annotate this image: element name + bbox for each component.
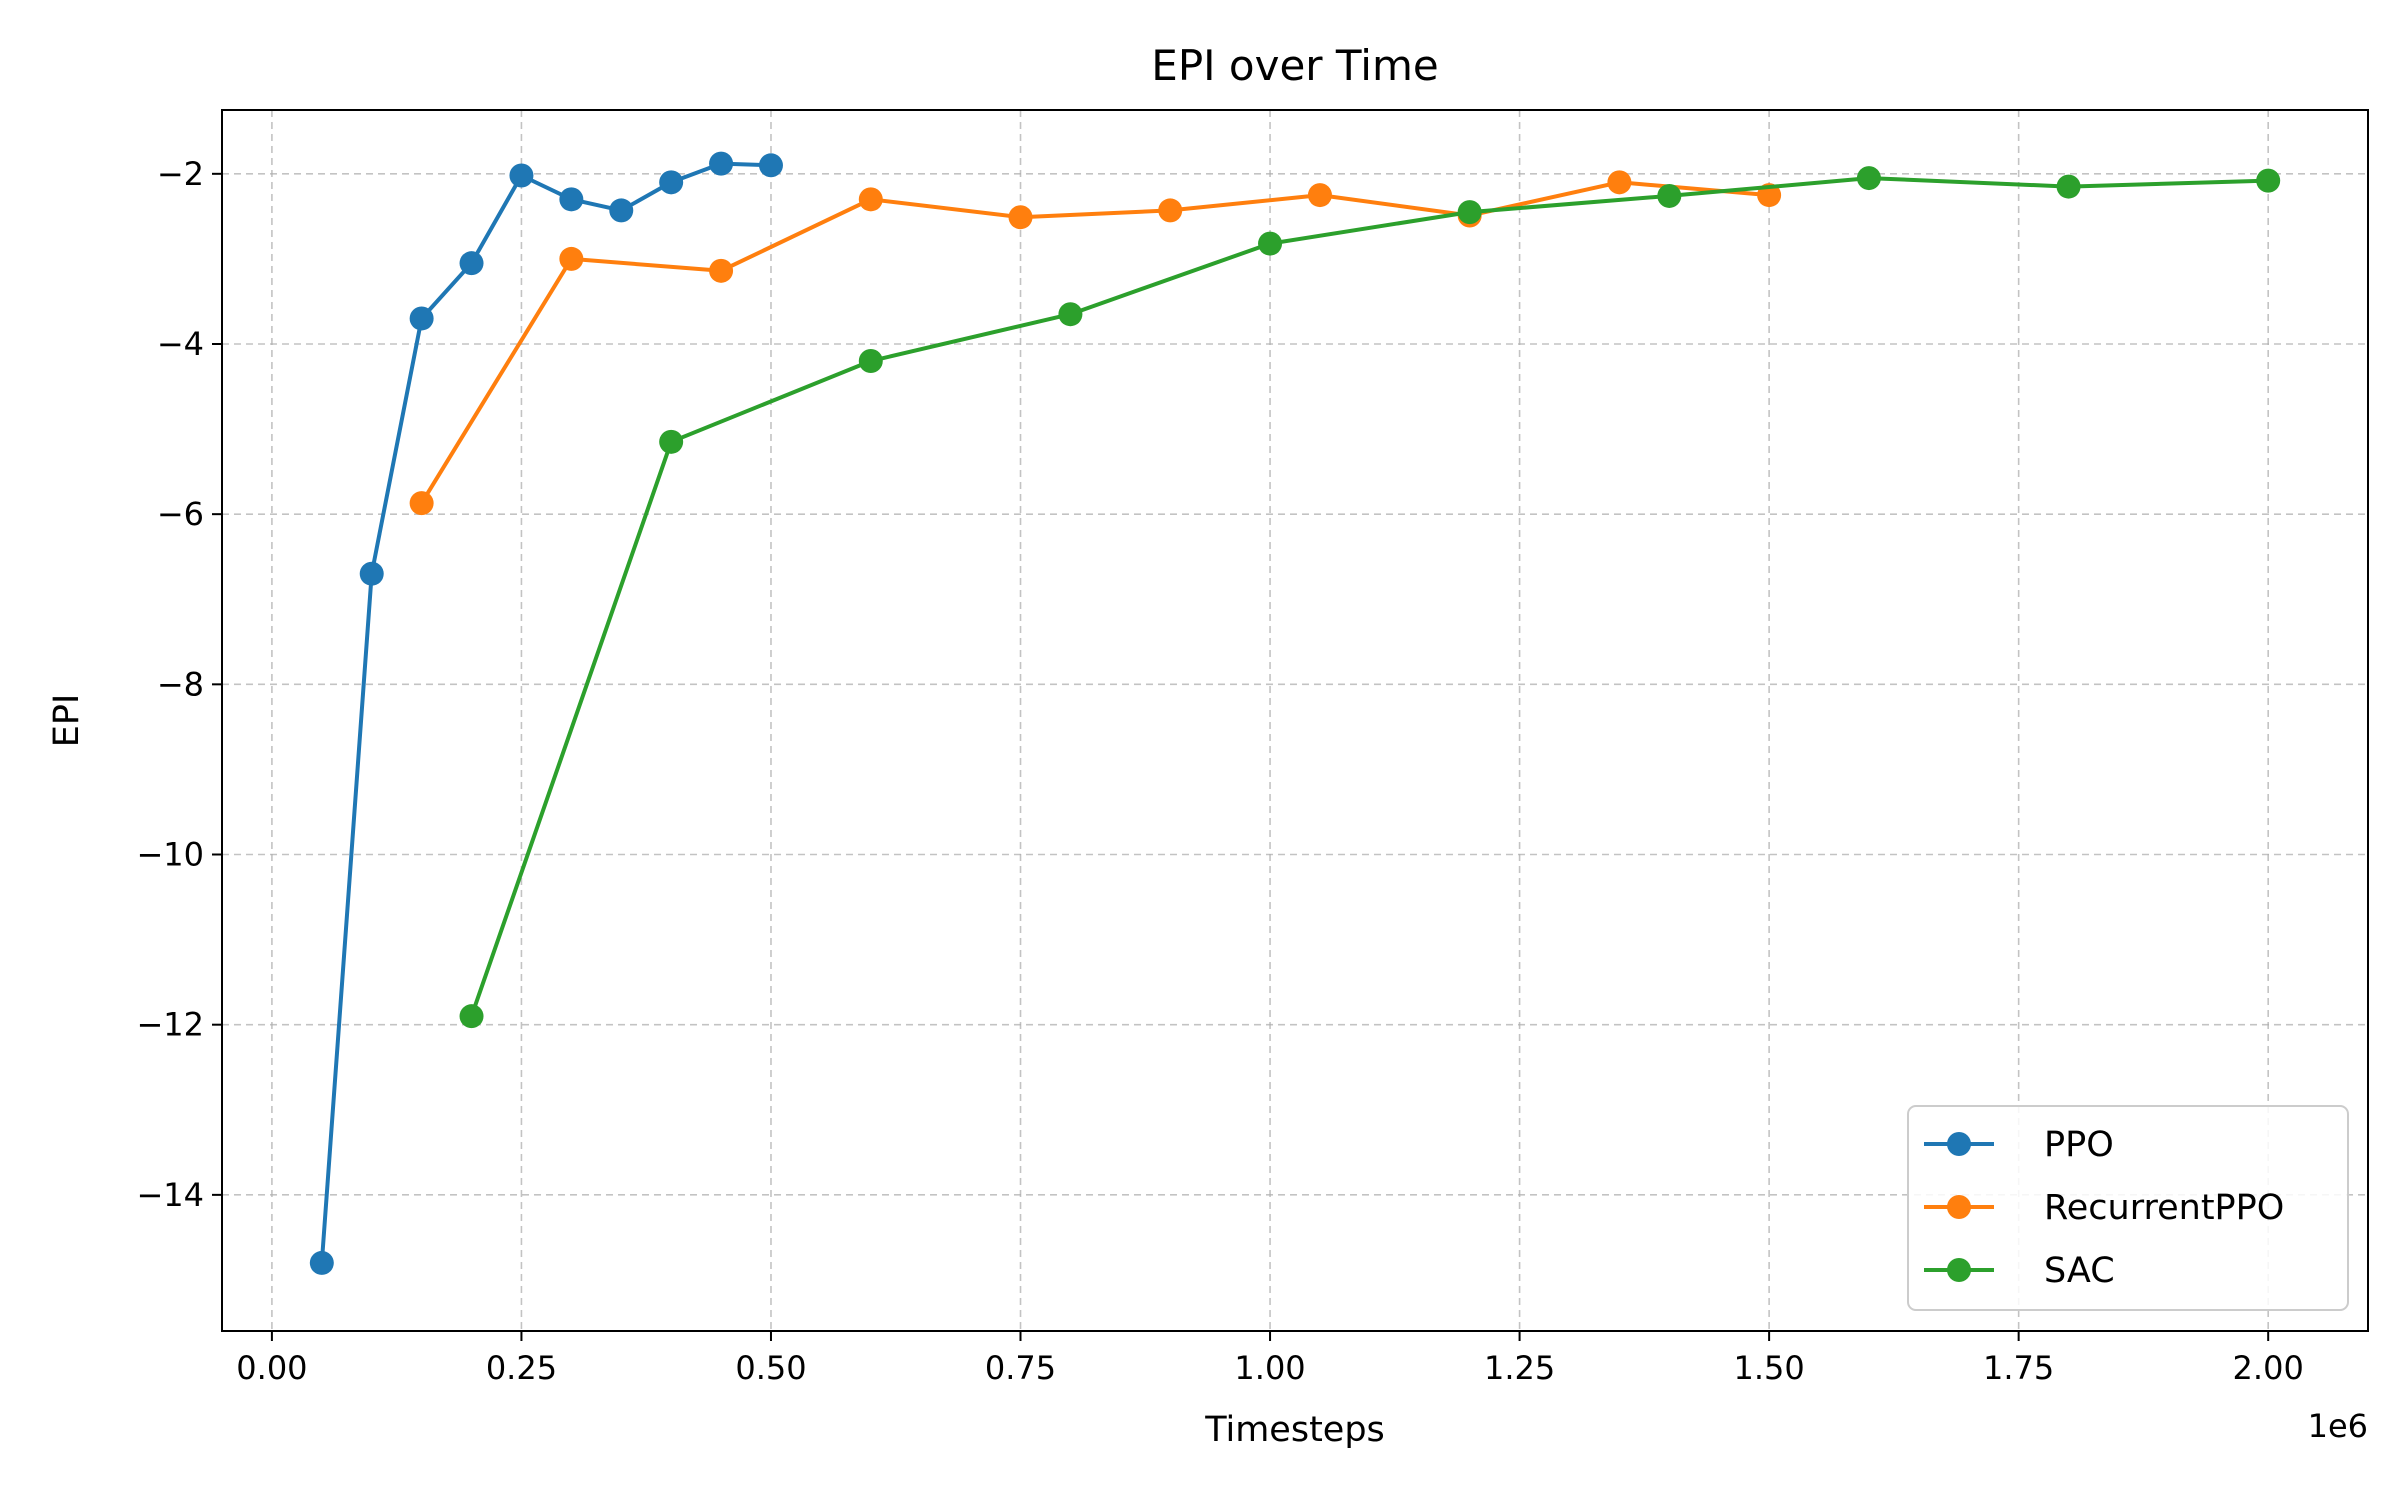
sac-point xyxy=(858,349,883,374)
ppo-point xyxy=(758,153,783,178)
sac-point xyxy=(2056,174,2081,199)
y-tick-label: −6 xyxy=(157,495,204,533)
legend-sac-marker xyxy=(1947,1258,1971,1282)
y-tick-label: −4 xyxy=(157,325,204,363)
ppo-point xyxy=(659,170,684,195)
y-tick-label: −2 xyxy=(157,155,204,193)
x-tick-label: 1.50 xyxy=(1733,1349,1804,1387)
legend-recurrentppo-label: RecurrentPPO xyxy=(2044,1188,2284,1228)
x-axis-offset-text: 1e6 xyxy=(2308,1407,2368,1445)
x-tick-label: 2.00 xyxy=(2233,1349,2304,1387)
recurrentppo-line xyxy=(419,180,1770,505)
recurrentppo-point xyxy=(1158,198,1183,223)
recurrentppo-point xyxy=(858,187,883,212)
sac-point xyxy=(459,1004,484,1029)
legend-sac-label: SAC xyxy=(2044,1251,2115,1291)
y-axis-title: EPI xyxy=(47,694,87,748)
x-tick-label: 0.75 xyxy=(985,1349,1056,1387)
sac-point xyxy=(1856,166,1881,191)
sac-point xyxy=(659,429,684,454)
x-tick-label: 0.50 xyxy=(735,1349,806,1387)
sac-point xyxy=(1058,302,1083,327)
recurrentppo-point xyxy=(1307,183,1332,208)
x-tick-label: 1.75 xyxy=(1983,1349,2054,1387)
y-tick-label: −10 xyxy=(136,836,204,874)
ppo-point xyxy=(459,251,484,276)
x-tick-label: 1.25 xyxy=(1484,1349,1555,1387)
sac-point xyxy=(2256,168,2281,193)
axis-ticks: 0.00 0.25 0.50 0.75 1.00 1.25 1.50 1.75 2.00 −2 −4… xyxy=(136,155,2303,1387)
recurrentppo-point xyxy=(1008,205,1033,230)
ppo-point xyxy=(609,198,634,223)
recurrentppo-point xyxy=(709,258,734,283)
ppo-point xyxy=(709,151,734,176)
ppo-point xyxy=(559,187,584,212)
x-tick-label: 0.00 xyxy=(236,1349,307,1387)
recurrentppo-point xyxy=(559,246,584,271)
sac-point xyxy=(1457,200,1482,225)
legend-ppo-label: PPO xyxy=(2044,1125,2114,1165)
x-tick-label: 0.25 xyxy=(486,1349,557,1387)
legend-recurrentppo-marker xyxy=(1947,1195,1971,1219)
sac-point xyxy=(1657,183,1682,208)
grid xyxy=(222,110,2368,1331)
legend-frame xyxy=(1907,1105,2349,1311)
recurrentppo-point xyxy=(409,491,434,516)
chart-title: EPI over Time xyxy=(1151,41,1438,90)
ppo-point xyxy=(359,561,384,586)
ppo-line xyxy=(319,161,772,1264)
legend: PPO RecurrentPPO SAC xyxy=(1907,1105,2349,1311)
sac-line xyxy=(469,176,2269,1017)
sac-point xyxy=(1258,231,1283,256)
x-tick-label: 1.00 xyxy=(1234,1349,1305,1387)
ppo-point xyxy=(309,1250,334,1275)
series-layer xyxy=(309,151,2281,1275)
plot-frame xyxy=(221,109,2369,1332)
y-tick-label: −8 xyxy=(157,665,204,703)
y-tick-label: −14 xyxy=(136,1176,204,1214)
recurrentppo-point xyxy=(1607,170,1632,195)
ppo-point xyxy=(509,163,534,188)
legend-ppo-marker xyxy=(1947,1132,1971,1156)
y-tick-label: −12 xyxy=(136,1006,204,1044)
ppo-point xyxy=(409,306,434,331)
x-axis-title: Timesteps xyxy=(1204,1410,1385,1450)
